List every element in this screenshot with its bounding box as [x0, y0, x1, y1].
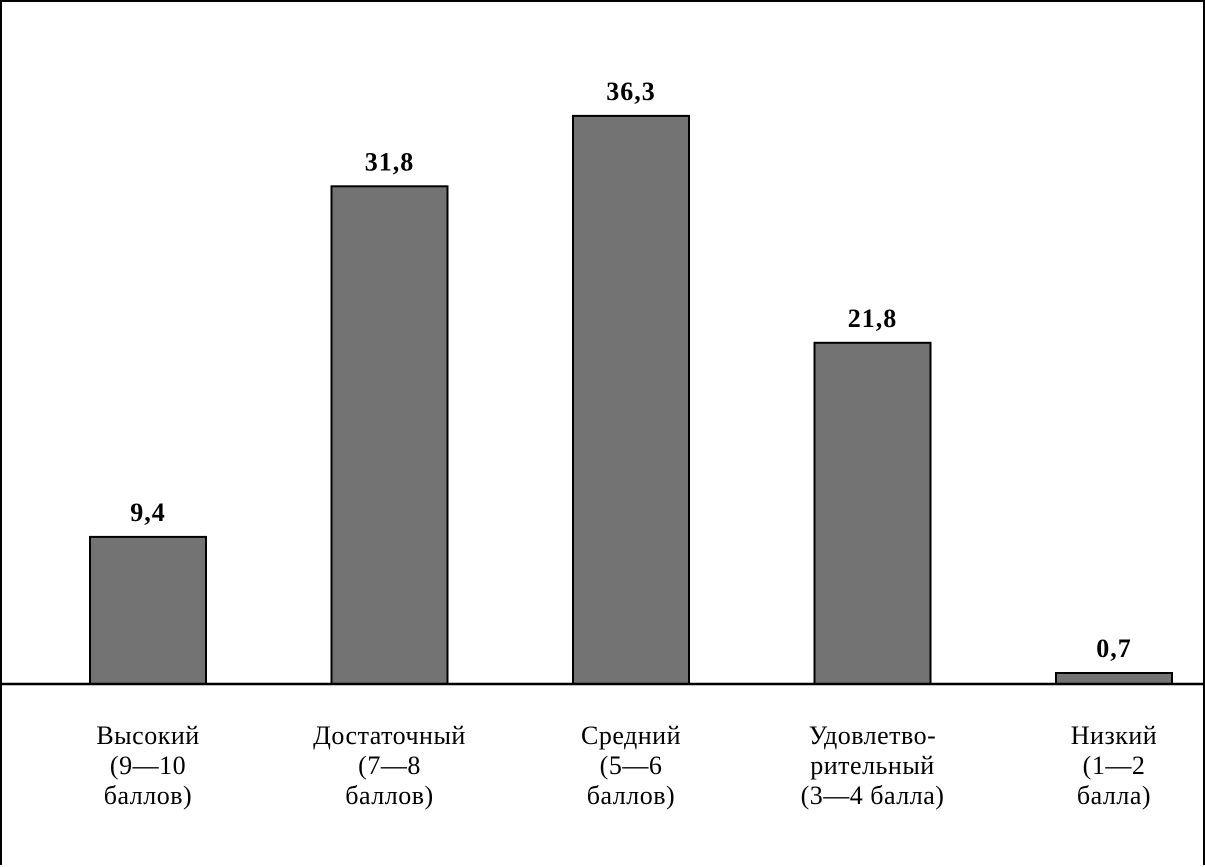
- bar-4: [813, 341, 932, 685]
- bar-3: [572, 114, 690, 685]
- category-label-1-line-3: баллов): [104, 781, 192, 810]
- category-label-5-line-1: Низкий: [1071, 721, 1157, 750]
- bar-5: [1055, 672, 1173, 685]
- category-label-4-line-2: рительный: [810, 751, 934, 780]
- value-label-3: 36,3: [606, 77, 656, 106]
- category-label-2-line-1: Достаточный: [313, 721, 466, 750]
- category-label-3-line-2: (5—6: [600, 751, 663, 780]
- category-label-3-line-3: баллов): [587, 781, 675, 810]
- value-label-4: 21,8: [848, 304, 898, 333]
- category-label-4-line-1: Удовлетво-: [809, 721, 937, 750]
- category-label-1-line-1: Высокий: [96, 721, 199, 750]
- value-label-2: 31,8: [365, 147, 415, 176]
- category-label-2-line-2: (7—8: [358, 751, 421, 780]
- value-labels-layer: 9,4 31,8 36,3 21,8 0,7: [130, 77, 1132, 663]
- value-label-5: 0,7: [1096, 634, 1132, 663]
- category-label-1-line-2: (9—10: [110, 751, 186, 780]
- category-labels-layer: Высокий(9—10баллов)Достаточный(7—8баллов…: [96, 721, 1157, 810]
- category-label-5-line-2: (1—2: [1083, 751, 1146, 780]
- bars-layer: [89, 114, 1173, 686]
- category-label-2-line-3: баллов): [345, 781, 433, 810]
- category-label-3-line-1: Средний: [581, 721, 681, 750]
- bar-1: [89, 535, 207, 686]
- category-label-5-line-3: балла): [1077, 781, 1151, 810]
- category-label-4-line-3: (3—4 балла): [801, 781, 945, 810]
- value-label-1: 9,4: [130, 498, 166, 527]
- bar-2: [330, 185, 449, 686]
